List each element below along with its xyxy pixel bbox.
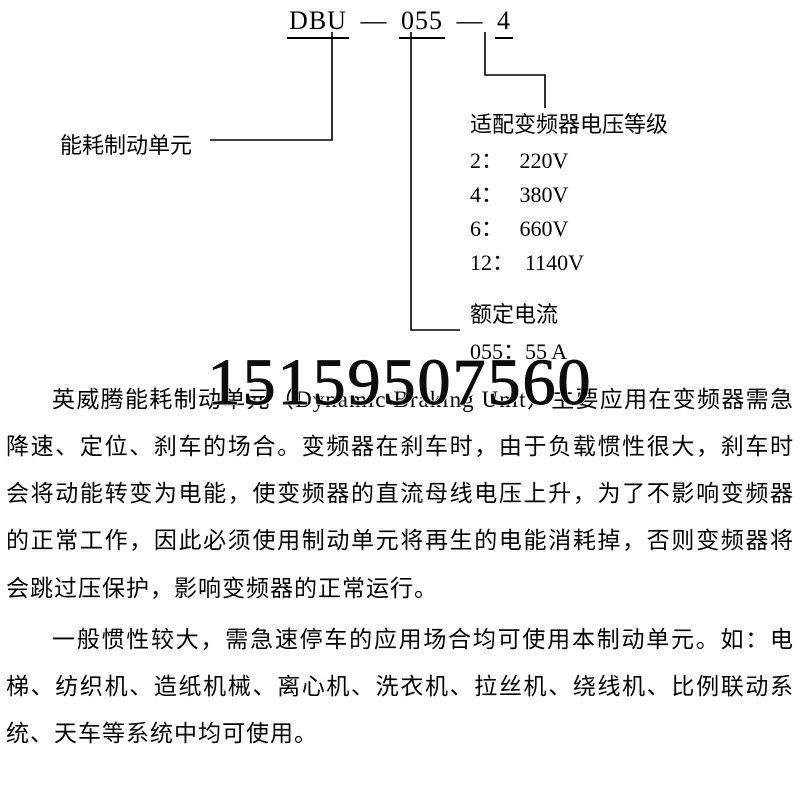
voltage-row: 4： 380V xyxy=(470,178,668,212)
voltage-row: 12： 1140V xyxy=(470,246,668,280)
paragraph: 一般惯性较大，需急速停车的应用场合均可使用本制动单元。如：电梯、纺织机、造纸机械… xyxy=(6,616,794,757)
model-separator-2: — xyxy=(452,6,487,36)
callout-line xyxy=(485,32,545,108)
paragraph: 英威腾能耗制动单元（Dynamic Braking Unit）主要应用在变频器需… xyxy=(6,376,794,612)
model-separator-1: — xyxy=(356,6,391,36)
current-row: 055：55 A xyxy=(470,335,668,369)
voltage-row: 2： 220V xyxy=(470,144,668,178)
voltage-rows: 2： 220V4： 380V6： 660V12： 1140V xyxy=(470,144,668,280)
voltage-title: 适配变频器电压等级 xyxy=(470,108,668,142)
callout-line xyxy=(411,32,460,330)
model-code: DBU — 055 — 4 xyxy=(0,6,800,39)
body-text: 英威腾能耗制动单元（Dynamic Braking Unit）主要应用在变频器需… xyxy=(6,376,794,757)
model-part-055: 055 xyxy=(399,6,445,39)
voltage-row: 6： 660V xyxy=(470,212,668,246)
document-page: DBU — 055 — 4 能耗制动单元 适配变频器电压等级 2： 220V4：… xyxy=(0,0,800,800)
current-rows: 055：55 A xyxy=(470,335,668,369)
model-part-dbu: DBU xyxy=(287,6,349,39)
current-title: 额定电流 xyxy=(470,298,668,332)
model-part-4: 4 xyxy=(495,6,513,39)
right-info-block: 适配变频器电压等级 2： 220V4： 380V6： 660V12： 1140V… xyxy=(470,108,668,369)
callout-lines xyxy=(0,0,800,420)
left-callout-label: 能耗制动单元 xyxy=(60,128,192,160)
callout-line xyxy=(210,32,332,140)
